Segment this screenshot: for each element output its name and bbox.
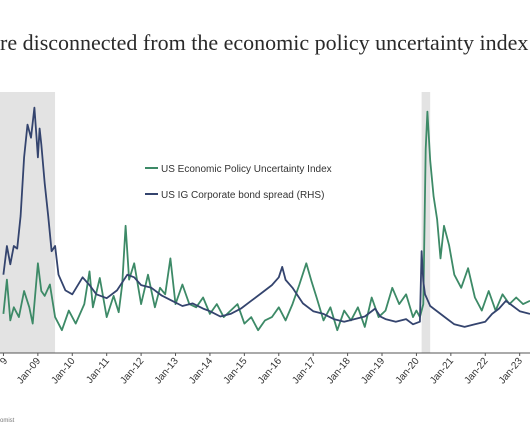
x-tick-label: Jan-15 bbox=[222, 356, 250, 387]
x-tick-label: Jan-17 bbox=[290, 356, 318, 387]
chart-title: re disconnected from the economic policy… bbox=[0, 30, 529, 55]
series-lines bbox=[2, 106, 530, 332]
shaded-period-2 bbox=[421, 92, 431, 353]
x-tick-label: Jan-12 bbox=[118, 356, 146, 387]
x-tick-label: Jan-18 bbox=[325, 356, 353, 387]
x-tick-label: Jan-11 bbox=[84, 356, 112, 386]
x-tick-label: Jan-09 bbox=[15, 356, 43, 387]
x-tick-label: Jan-23 bbox=[497, 356, 525, 387]
x-tick-label: Jan-22 bbox=[462, 356, 490, 387]
x-tick-label: Jan-13 bbox=[153, 356, 181, 387]
x-tick-label: Jan-21 bbox=[428, 356, 456, 387]
x-tick-label: Jan-20 bbox=[394, 356, 422, 387]
legend: US Economic Policy Uncertainty Index US … bbox=[145, 164, 332, 201]
series-line-policy-uncertainty bbox=[2, 110, 530, 332]
x-tick-label: Jan-10 bbox=[49, 356, 77, 387]
x-tick-label: 9 bbox=[0, 356, 11, 368]
legend-label-ig-spread: US IG Corporate bond spread (RHS) bbox=[161, 190, 324, 201]
x-tick-label: Jan-14 bbox=[187, 356, 215, 387]
legend-label-policy-uncertainty: US Economic Policy Uncertainty Index bbox=[161, 164, 332, 175]
series-line-ig-spread bbox=[2, 106, 530, 328]
x-axis-ticks: 9 Jan-09 Jan-10 Jan-11 Jan-12 Jan-13 Jan-14 Jan… bbox=[0, 353, 525, 386]
source-note: omist bbox=[0, 418, 15, 424]
x-tick-label: Jan-16 bbox=[256, 356, 284, 387]
x-tick-label: Jan-19 bbox=[359, 356, 387, 387]
